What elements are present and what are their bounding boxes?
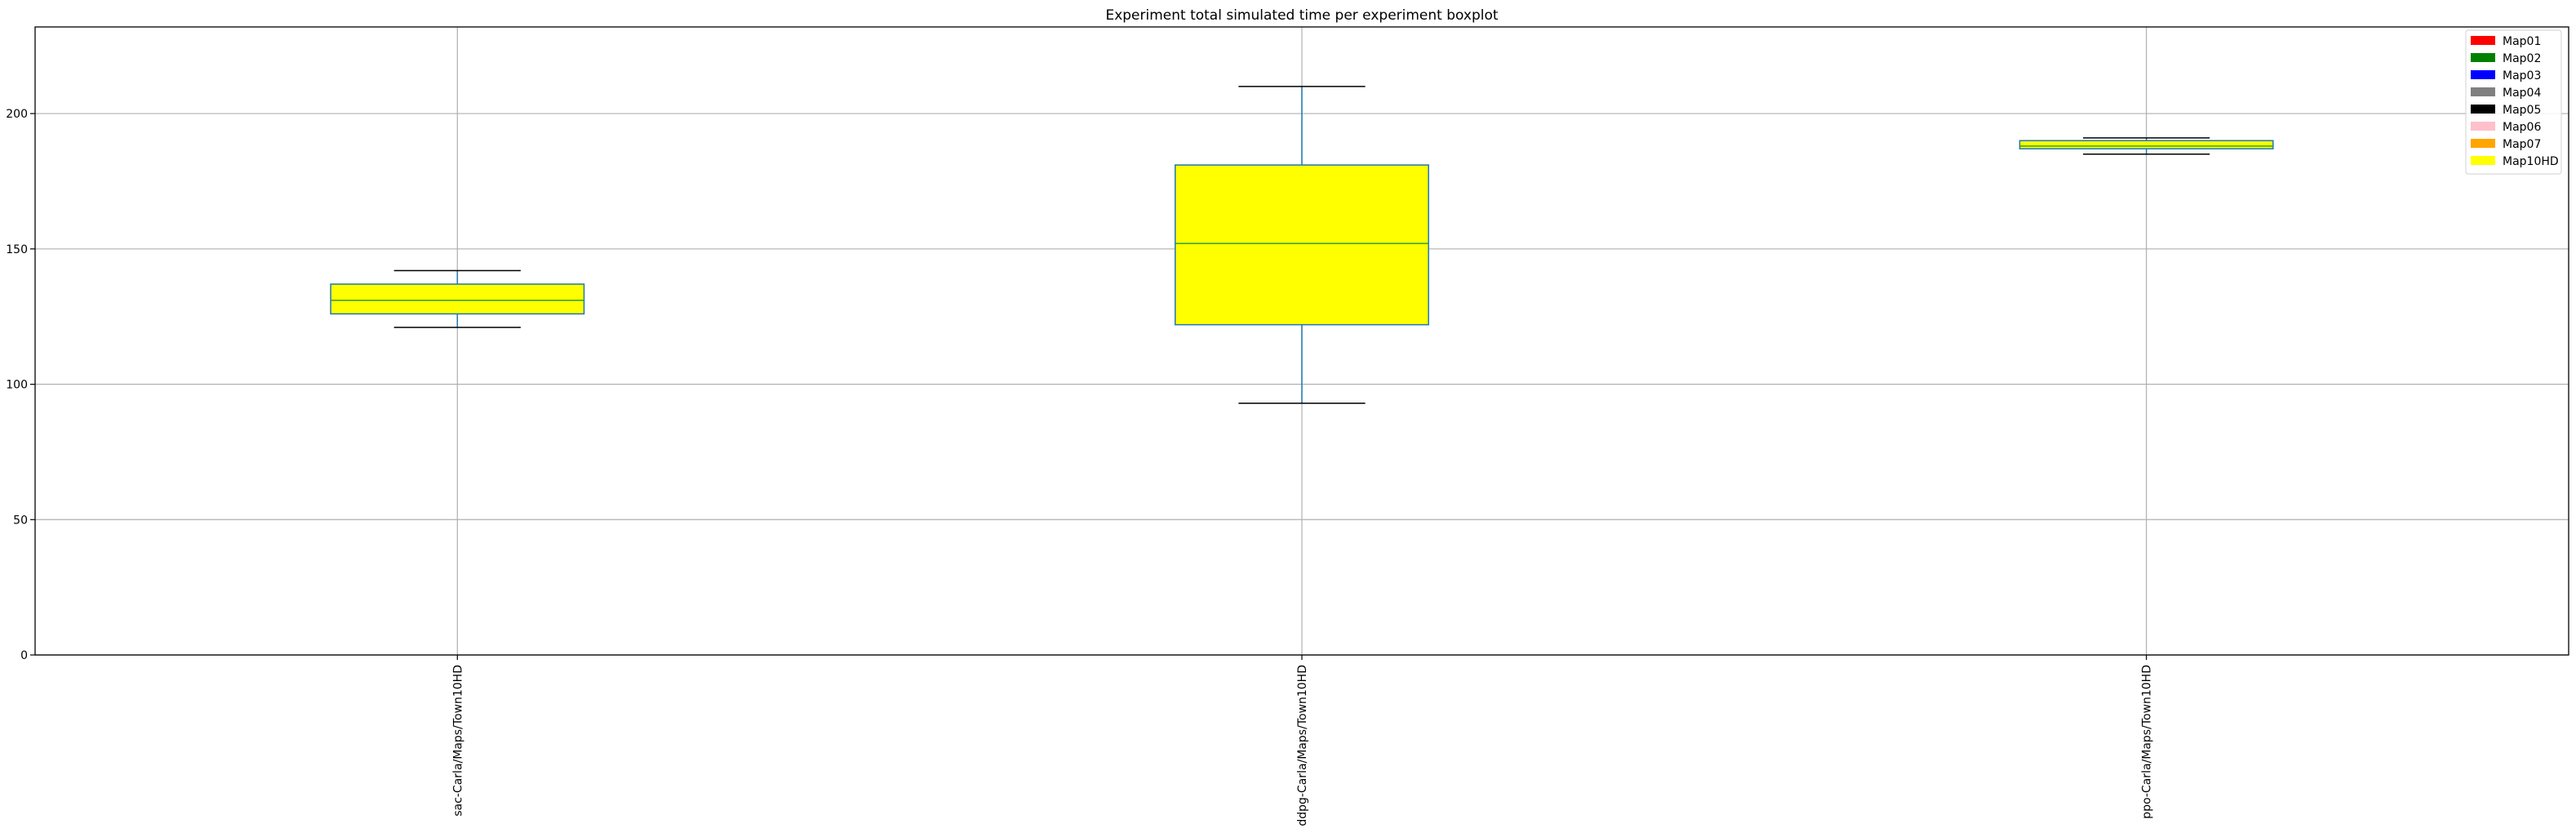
chart-title: Experiment total simulated time per expe… bbox=[1105, 7, 1498, 24]
x-tick-label: ppo-Carla/Maps/Town10HD bbox=[2141, 665, 2154, 819]
box-2 bbox=[2019, 137, 2274, 155]
box-0 bbox=[330, 270, 585, 328]
legend-swatch bbox=[2471, 122, 2495, 131]
legend-label: Map06 bbox=[2503, 121, 2541, 134]
x-tick-label: sac-Carla/Maps/Town10HD bbox=[451, 665, 464, 817]
y-tick-label: 0 bbox=[20, 649, 28, 662]
legend-label: Map03 bbox=[2503, 69, 2541, 82]
legend-label: Map01 bbox=[2503, 35, 2541, 48]
y-tick-label: 200 bbox=[6, 108, 28, 121]
box-rect bbox=[330, 283, 585, 315]
legend-label: Map10HD bbox=[2503, 155, 2559, 168]
legend-label: Map04 bbox=[2503, 87, 2541, 100]
legend-swatch bbox=[2471, 53, 2495, 62]
box-rect bbox=[2019, 140, 2274, 149]
axis-layer: 0 50 100 150 200 sac-Carla/Maps/Town10HD ddpg-… bbox=[6, 108, 2153, 826]
x-tick-label: ddpg-Carla/Maps/Town10HD bbox=[1296, 665, 1309, 826]
legend: Map01 Map02 Map03 Map04 Map05 Map06 Map07 Map10… bbox=[2465, 29, 2562, 175]
legend-label: Map05 bbox=[2503, 104, 2541, 117]
legend-swatch bbox=[2471, 36, 2495, 45]
box-1 bbox=[1175, 86, 1429, 404]
y-tick-label: 150 bbox=[6, 243, 28, 256]
legend-swatch bbox=[2471, 139, 2495, 148]
legend-swatch bbox=[2471, 105, 2495, 114]
box-rect bbox=[1175, 164, 1429, 326]
legend-swatch bbox=[2471, 70, 2495, 79]
legend-label: Map07 bbox=[2503, 138, 2541, 151]
legend-label: Map02 bbox=[2503, 52, 2541, 65]
legend-swatch bbox=[2471, 87, 2495, 96]
y-tick-label: 100 bbox=[6, 379, 28, 392]
y-tick-label: 50 bbox=[13, 514, 28, 527]
box-layer bbox=[330, 86, 2274, 404]
legend-frame bbox=[2465, 29, 2562, 175]
legend-swatch bbox=[2471, 156, 2495, 165]
